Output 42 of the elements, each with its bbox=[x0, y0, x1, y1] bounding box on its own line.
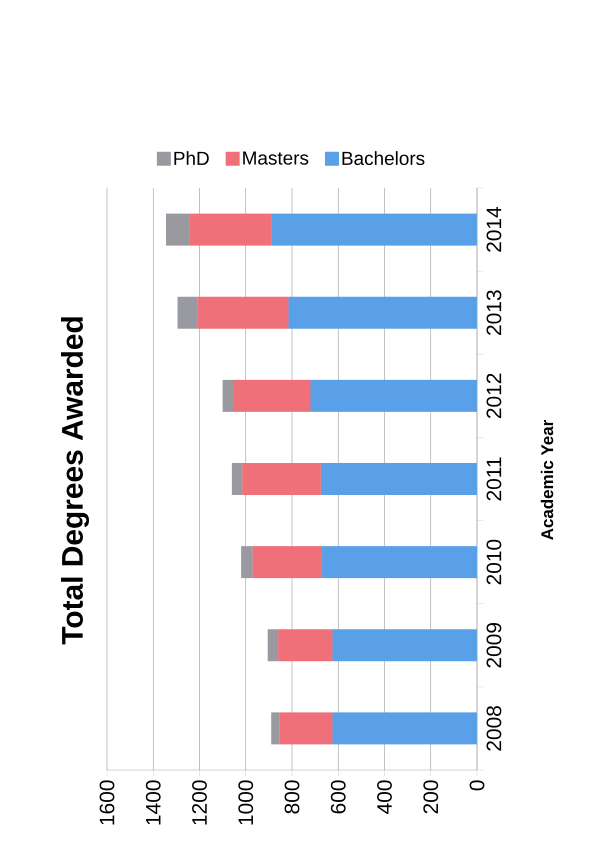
legend-label: PhD bbox=[174, 151, 209, 165]
bar bbox=[332, 712, 477, 744]
y-tick-label: 2013 bbox=[486, 290, 502, 335]
x-tick-label: 1600 bbox=[100, 780, 114, 824]
bar bbox=[197, 296, 289, 329]
bar bbox=[322, 546, 477, 578]
text: Total Degrees Awarded bbox=[61, 317, 89, 644]
bar bbox=[252, 546, 322, 578]
bar bbox=[178, 296, 198, 329]
bar bbox=[279, 712, 332, 744]
bar bbox=[320, 463, 477, 496]
x-tick-label: 400 bbox=[377, 780, 392, 814]
legend-label: Bachelors bbox=[342, 151, 424, 166]
bar bbox=[268, 629, 278, 662]
bar bbox=[233, 380, 310, 412]
y-tick-label: 2011 bbox=[486, 458, 502, 500]
bar bbox=[189, 214, 272, 246]
bar bbox=[222, 380, 234, 412]
x-tick-label: 200 bbox=[423, 780, 438, 814]
x-tick-label: 600 bbox=[330, 780, 346, 814]
y-tick-label: 2008 bbox=[486, 706, 502, 751]
legend-label: Masters bbox=[243, 152, 308, 165]
y-axis-title: Academic Year bbox=[540, 420, 554, 540]
y-tick-label: 2010 bbox=[486, 540, 502, 584]
x-tick-label: 0 bbox=[470, 780, 484, 790]
bar bbox=[288, 296, 477, 329]
x-tick-label: 1000 bbox=[238, 780, 254, 824]
x-tick-label: 800 bbox=[284, 780, 300, 814]
bar bbox=[271, 214, 477, 246]
bar bbox=[271, 712, 280, 744]
y-tick-label: 2009 bbox=[486, 623, 502, 668]
bar bbox=[232, 463, 242, 496]
bar bbox=[166, 214, 190, 246]
bar bbox=[278, 629, 332, 662]
x-tick-label: 1200 bbox=[192, 780, 207, 824]
y-tick-label: 2012 bbox=[486, 374, 502, 418]
bar bbox=[332, 629, 477, 662]
bar bbox=[241, 546, 253, 578]
y-tick-label: 2014 bbox=[486, 206, 502, 252]
bar bbox=[310, 380, 477, 412]
bar bbox=[242, 463, 321, 496]
x-tick-label: 1400 bbox=[146, 780, 161, 824]
